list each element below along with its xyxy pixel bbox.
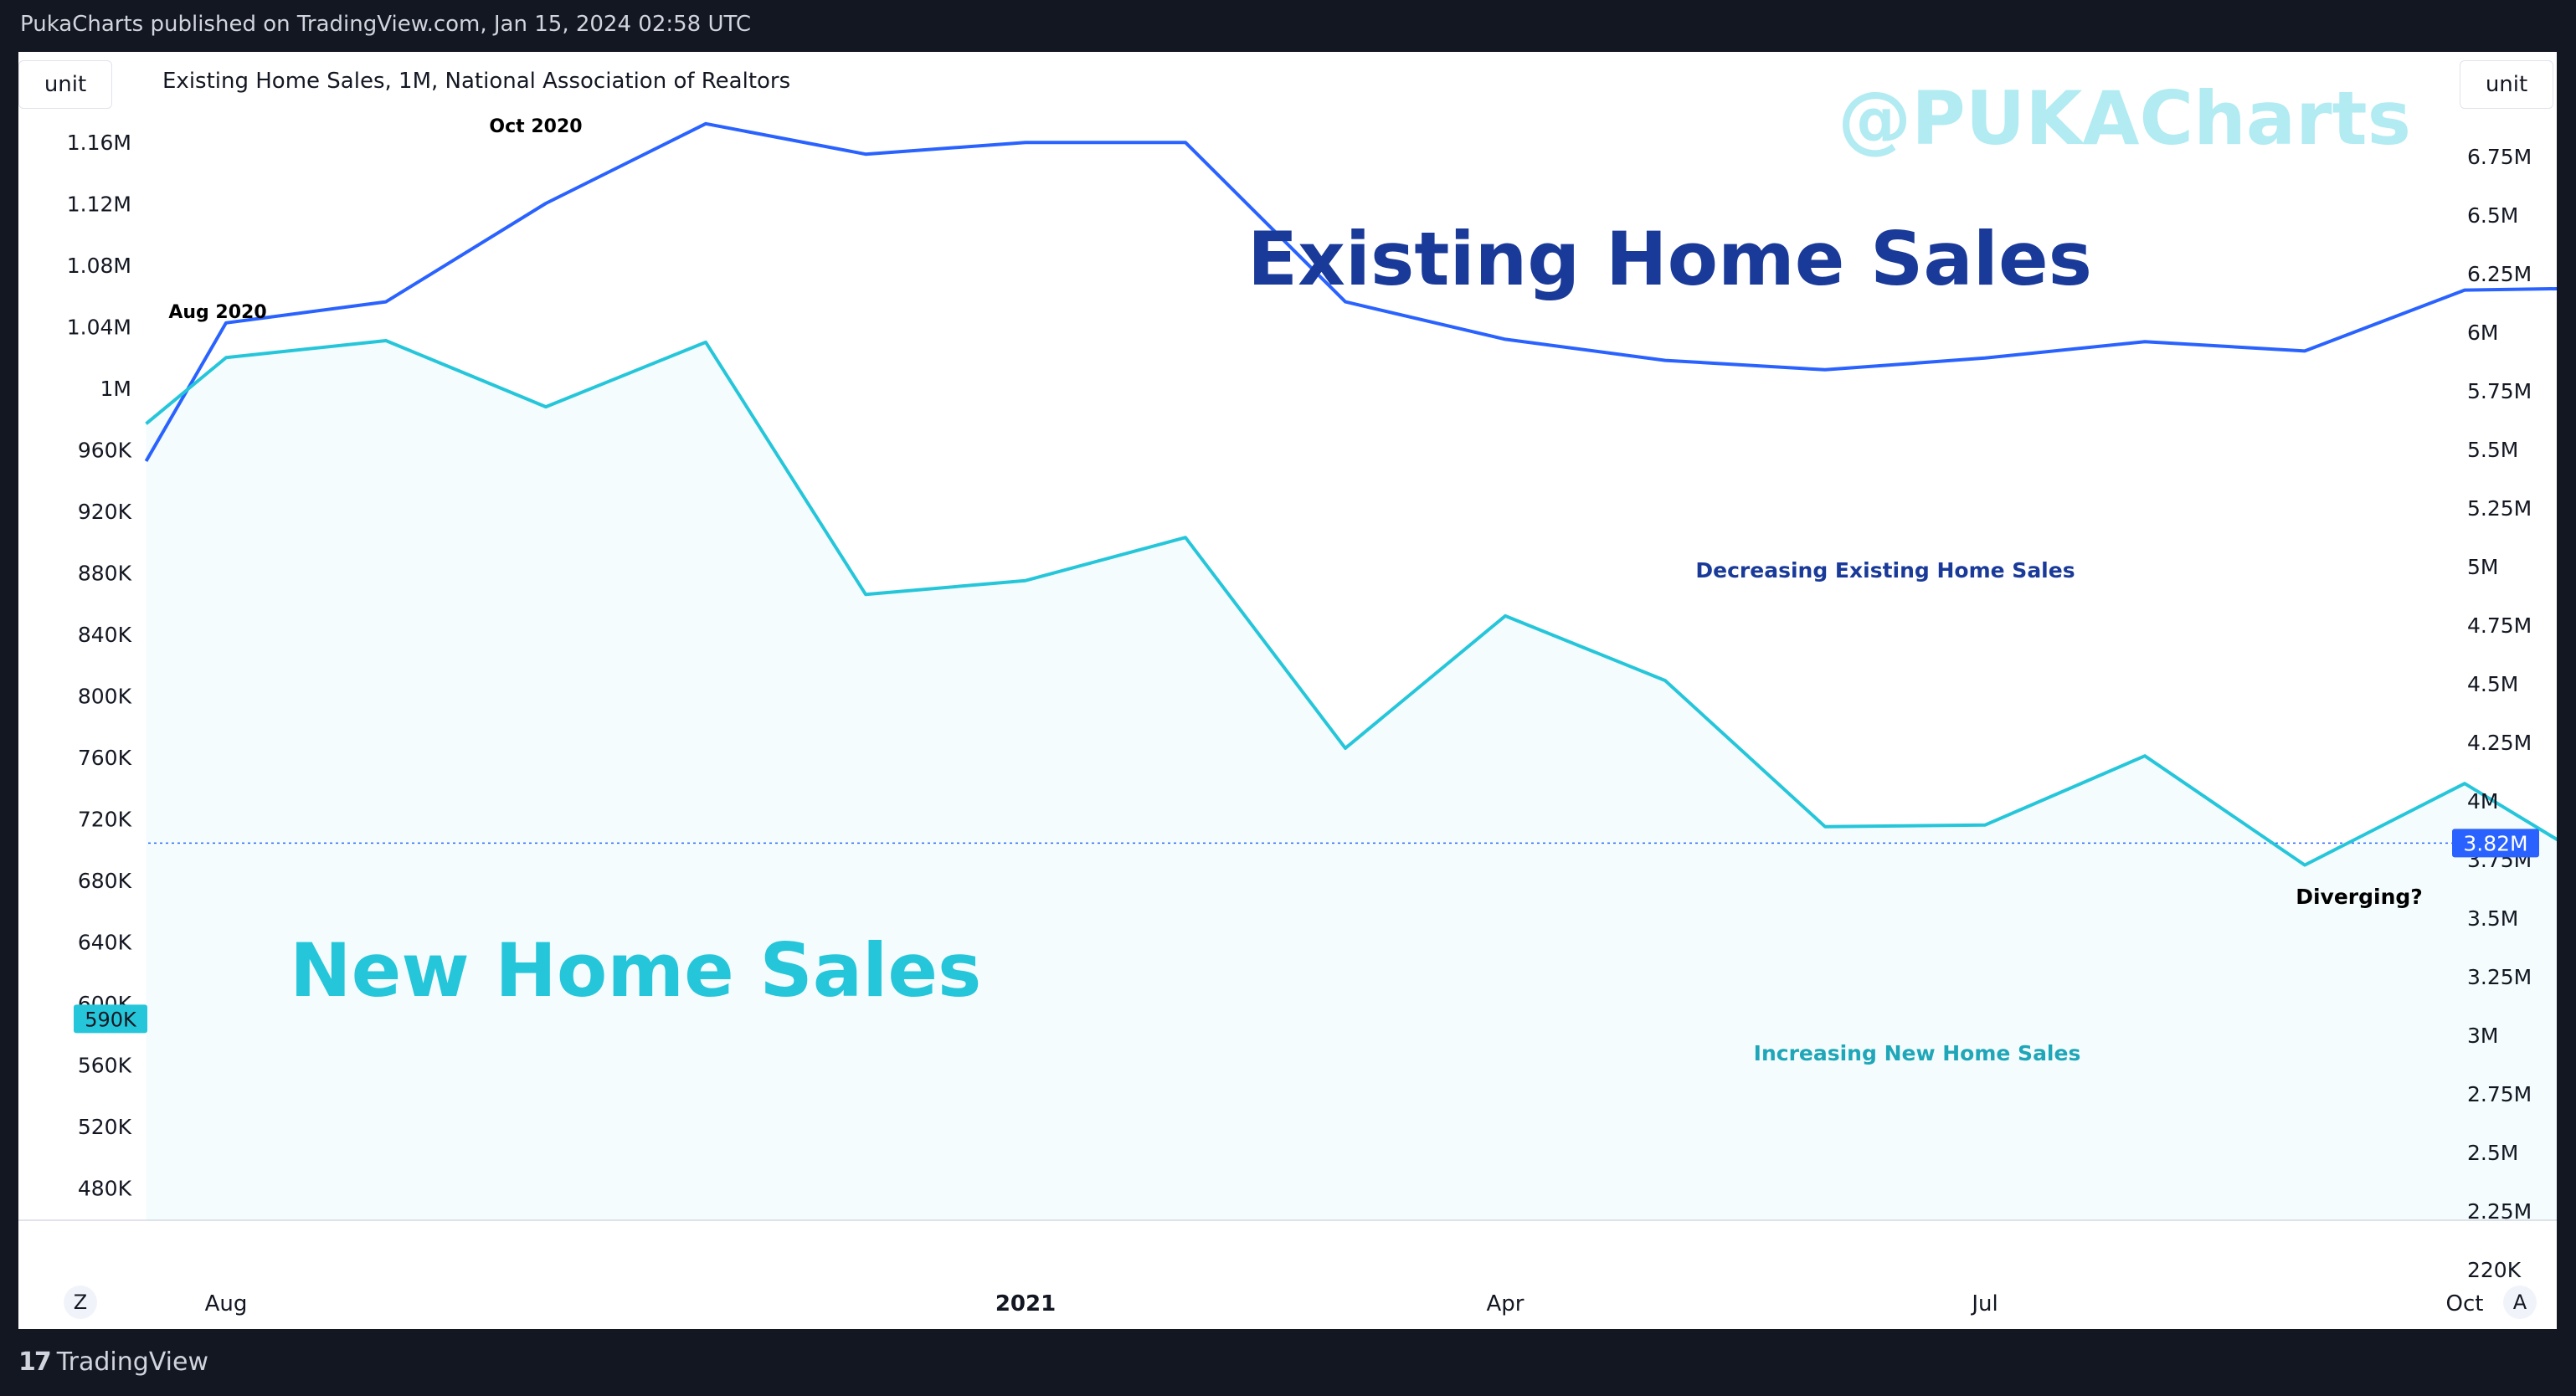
- left-axis-tick-label: 840K: [78, 623, 132, 647]
- right-axis-tick-label: 220K: [2467, 1258, 2522, 1282]
- diverging-label: Diverging?: [2296, 885, 2423, 909]
- new-last-value-label: 590K: [85, 1008, 137, 1031]
- time-axis-tick-label: Oct: [2446, 1291, 2484, 1316]
- left-axis-tick-label: 880K: [78, 562, 132, 586]
- brand-text: TradingView: [56, 1347, 209, 1377]
- left-unit-button[interactable]: unit: [18, 60, 112, 109]
- watermark: @PUKACharts: [1838, 75, 2411, 162]
- publish-info: PukaCharts published on TradingView.com,…: [20, 12, 752, 37]
- decreasing-label: Decreasing Existing Home Sales: [1695, 558, 2075, 583]
- left-axis-tick-label: 1.08M: [67, 254, 131, 278]
- time-axis-tick-label: Apr: [1487, 1291, 1525, 1316]
- auto-scale-button[interactable]: A: [2503, 1286, 2537, 1319]
- right-axis-tick-label: 2.25M: [2467, 1199, 2532, 1224]
- left-axis-tick-label: 560K: [78, 1054, 132, 1078]
- left-axis-tick-label: 960K: [78, 439, 132, 463]
- right-axis-tick-label: 3.25M: [2467, 965, 2532, 989]
- right-axis-tick-label: 4.75M: [2467, 613, 2532, 638]
- existing-last-value-bg: [2452, 829, 2539, 858]
- right-axis-tick-label: 4.5M: [2467, 672, 2518, 696]
- left-axis-tick-label: 680K: [78, 869, 132, 893]
- new-last-value-badge: 590K: [74, 1004, 147, 1034]
- right-axis-tick-label: 3M: [2467, 1024, 2498, 1048]
- left-axis-tick-label: 520K: [78, 1115, 132, 1139]
- tradingview-logo-icon: 17: [18, 1347, 52, 1377]
- right-axis-tick-label: 4.25M: [2467, 731, 2532, 755]
- left-axis-tick-label: 760K: [78, 746, 132, 770]
- z-button[interactable]: Z: [64, 1286, 97, 1319]
- left-axis-tick-label: 1.16M: [67, 131, 131, 155]
- new-home-sales-line[interactable]: [145, 339, 2558, 1091]
- time-axis-tick-label: 2021: [995, 1291, 1056, 1316]
- time-axis-tick-label: Aug: [205, 1291, 248, 1316]
- left-axis-tick-label: 1.04M: [67, 316, 131, 340]
- increasing-label: Increasing New Home Sales: [1754, 1041, 2081, 1065]
- chart-panel: unit Existing Home Sales, 1M, National A…: [18, 52, 2557, 1329]
- left-axis-tick-label: 1.12M: [67, 192, 131, 217]
- left-axis-tick-label: 480K: [78, 1177, 132, 1201]
- footer-bar: 17 TradingView: [0, 1329, 2576, 1396]
- time-axis-tick-label: Jul: [1970, 1291, 1998, 1316]
- new-title: New Home Sales: [290, 927, 981, 1014]
- right-axis-tick-label: 2.5M: [2467, 1141, 2518, 1165]
- new-last-value-bg: [74, 1004, 147, 1034]
- point-label: Oct 2020: [489, 116, 582, 137]
- left-axis-tick-label: 720K: [78, 808, 132, 832]
- right-axis-tick-label: 6.75M: [2467, 145, 2532, 169]
- right-axis-tick-label: 2.75M: [2467, 1082, 2532, 1106]
- right-axis-tick-label: 5.5M: [2467, 438, 2518, 462]
- left-axis-tick-label: 1M: [100, 377, 131, 401]
- right-axis-tick-label: 3.5M: [2467, 906, 2518, 931]
- right-axis-tick-label: 6.25M: [2467, 262, 2532, 286]
- right-axis-tick-label: 5M: [2467, 555, 2498, 579]
- point-label: Aug 2020: [168, 302, 266, 323]
- left-axis-tick-label: 800K: [78, 685, 132, 709]
- right-axis-tick-label: 5.75M: [2467, 379, 2532, 403]
- right-unit-button[interactable]: unit: [2460, 60, 2553, 109]
- right-axis-tick-label: 6.5M: [2467, 203, 2518, 228]
- right-axis-tick-label: 4M: [2467, 789, 2498, 813]
- existing-last-value-badge: 3.82M: [2452, 829, 2539, 858]
- right-axis-tick-label: 5.25M: [2467, 496, 2532, 521]
- left-axis-tick-label: 920K: [78, 500, 132, 524]
- existing-home-sales-line[interactable]: [144, 121, 2558, 844]
- right-axis-tick-label: 6M: [2467, 321, 2498, 345]
- series-title: Existing Home Sales, 1M, National Associ…: [162, 69, 791, 94]
- publish-bar: PukaCharts published on TradingView.com,…: [0, 0, 2576, 52]
- existing-title: Existing Home Sales: [1247, 216, 2092, 302]
- chart-svg[interactable]: @PUKACharts Existing Home Sales New Home S…: [18, 52, 2557, 1329]
- new-home-sales-area: [146, 341, 2557, 1220]
- left-axis-tick-label: 640K: [78, 931, 132, 955]
- existing-last-value-label: 3.82M: [2463, 831, 2527, 855]
- tradingview-brand[interactable]: 17 TradingView: [18, 1347, 208, 1377]
